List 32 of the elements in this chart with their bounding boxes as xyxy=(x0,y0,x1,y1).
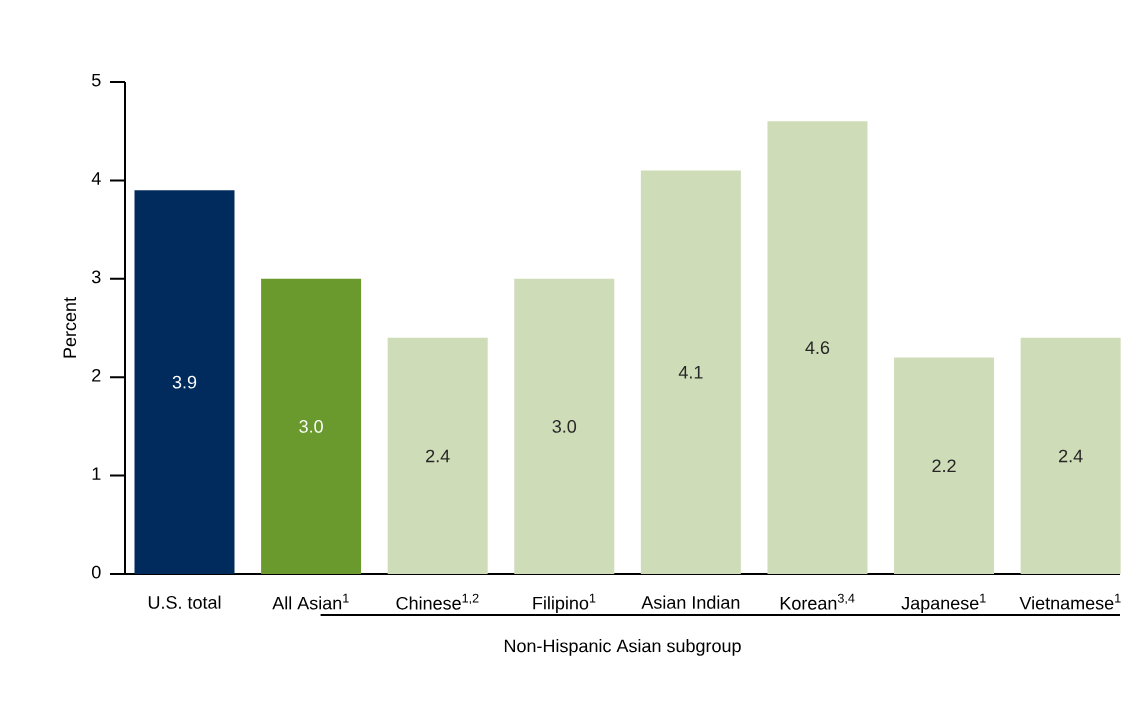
data-label: 3.9 xyxy=(172,375,197,389)
x-tick-label: Asian Indian xyxy=(641,595,740,609)
bar xyxy=(261,278,362,574)
bar xyxy=(767,121,868,574)
data-label: 4.6 xyxy=(805,341,830,355)
x-tick-label: U.S. total xyxy=(148,595,221,609)
x-tick-label: Korean$^{3,4}$ xyxy=(780,593,855,610)
data-label: 4.1 xyxy=(678,366,703,379)
y-tick-label: 2 xyxy=(92,368,101,382)
data-label: 2.4 xyxy=(426,449,450,463)
data-label: 3.0 xyxy=(552,420,577,433)
x-tick-label: Vietnamese$^{1}$ xyxy=(1019,593,1121,610)
x-axis-title: Non-Hispanic Asian subgroup xyxy=(504,639,741,656)
y-tick-label: 0 xyxy=(91,565,101,579)
bar xyxy=(640,170,741,574)
data-label: 2.2 xyxy=(932,459,956,473)
bar xyxy=(134,190,235,574)
x-tick-label: Filipino$^{1}$ xyxy=(533,593,596,614)
y-tick-label: 4 xyxy=(91,172,101,185)
y-tick-label: 1 xyxy=(92,467,101,480)
bar xyxy=(1020,337,1121,574)
y-tick-label: 3 xyxy=(91,270,101,284)
bar xyxy=(514,278,615,574)
data-label: 2.4 xyxy=(1059,449,1083,463)
x-tick-label: Chinese$^{1,2}$ xyxy=(396,593,479,610)
data-label: 3.0 xyxy=(299,420,323,433)
y-axis-title: Percent xyxy=(63,297,77,358)
bar xyxy=(387,337,488,574)
bar xyxy=(894,357,995,574)
x-tick-label: All Asian$^{1}$ xyxy=(272,593,349,610)
x-tick-label: Japanese$^{1}$ xyxy=(901,593,986,614)
y-tick-label: 5 xyxy=(91,73,101,87)
